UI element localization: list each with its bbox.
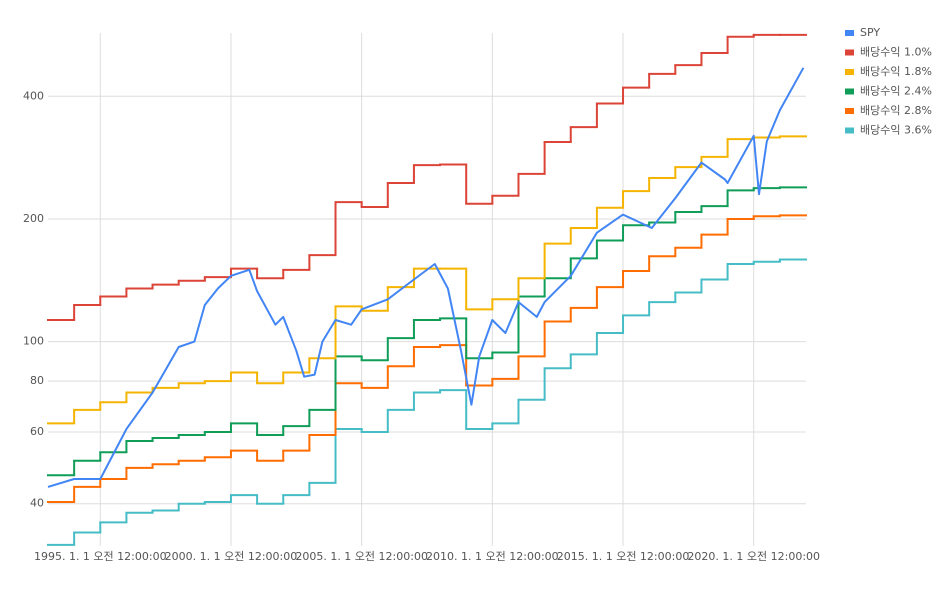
x-tick-label: 1995. 1. 1 오전 12:00:00 — [34, 550, 167, 563]
line — [47, 67, 805, 488]
x-tick-label: 2020. 1. 1 오전 12:00:00 — [687, 550, 820, 563]
legend-label: 배당수익 1.8% — [860, 65, 932, 78]
legend-label: SPY — [860, 26, 880, 39]
y-tick-label: 60 — [30, 425, 44, 438]
legend-swatch — [845, 127, 854, 134]
y-tick-label: 80 — [30, 374, 44, 387]
legend-label: 배당수익 2.4% — [860, 85, 932, 98]
legend-label: 배당수익 2.8% — [860, 104, 932, 117]
legend-swatch — [845, 88, 854, 95]
legend-label: 배당수익 3.6% — [860, 124, 932, 137]
y-tick-label: 200 — [23, 212, 44, 225]
y-tick-label: 100 — [23, 335, 44, 348]
x-tick-label: 2005. 1. 1 오전 12:00:00 — [295, 550, 428, 563]
legend-swatch — [845, 108, 854, 114]
legend-label: 배당수익 1.0% — [860, 46, 932, 59]
x-tick-label: 2010. 1. 1 오전 12:00:00 — [426, 550, 559, 563]
y-tick-label: 400 — [23, 89, 44, 102]
y-tick-label: 40 — [30, 497, 44, 510]
legend-swatch — [845, 69, 854, 75]
legend-swatch — [845, 49, 854, 56]
x-tick-label: 2000. 1. 1 오전 12:00:00 — [165, 550, 298, 563]
x-tick-label: 2015. 1. 1 오전 12:00:00 — [557, 550, 690, 563]
legend-swatch — [845, 30, 854, 36]
